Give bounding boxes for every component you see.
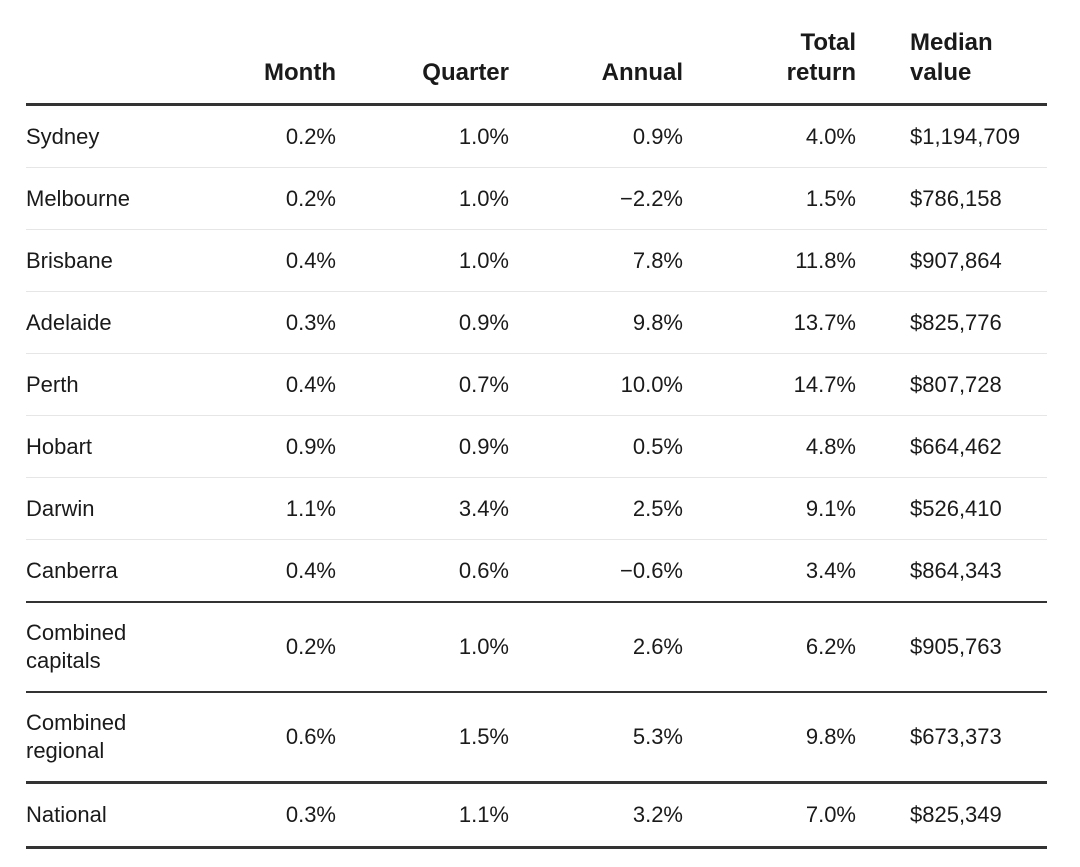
table-body: Sydney 0.2% 1.0% 0.9% 4.0% $1,194,709 Melbourn…: [26, 104, 1047, 849]
table-row: Combined capitals 0.2% 1.0% 2.6% 6.2% $905,76…: [26, 602, 1047, 693]
cell-median-value: $1,194,709: [856, 104, 1047, 168]
header-total-return-label: Total return: [786, 29, 856, 86]
cell-quarter: 3.4%: [336, 477, 509, 540]
cell-quarter: 1.0%: [336, 229, 509, 292]
cell-annual: 0.9%: [509, 104, 683, 168]
cell-region: Brisbane: [26, 229, 186, 292]
cell-total-return: 3.4%: [683, 539, 856, 603]
table-row: Adelaide 0.3% 0.9% 9.8% 13.7% $825,776: [26, 291, 1047, 354]
cell-total-return: 14.7%: [683, 353, 856, 416]
cell-median-value: $825,349: [856, 782, 1047, 849]
table-row: Combined regional 0.6% 1.5% 5.3% 9.8% $673,37…: [26, 692, 1047, 784]
cell-median-value: $664,462: [856, 415, 1047, 478]
header-row: Month Quarter Annual Total return Median…: [26, 0, 1047, 106]
cell-annual: 2.5%: [509, 477, 683, 540]
cell-month: 1.1%: [186, 477, 336, 540]
cell-month: 0.2%: [186, 602, 336, 693]
cell-annual: 3.2%: [509, 782, 683, 849]
cell-median-value: $526,410: [856, 477, 1047, 540]
cell-annual: −0.6%: [509, 539, 683, 603]
cell-median-value: $807,728: [856, 353, 1047, 416]
cell-month: 0.4%: [186, 229, 336, 292]
table-row: Melbourne 0.2% 1.0% −2.2% 1.5% $786,158: [26, 167, 1047, 230]
cell-month: 0.2%: [186, 167, 336, 230]
cell-median-value: $905,763: [856, 602, 1047, 693]
header-month: Month: [186, 0, 336, 106]
cell-median-value: $864,343: [856, 539, 1047, 603]
cell-region: Sydney: [26, 104, 186, 168]
cell-annual: 5.3%: [509, 692, 683, 784]
cell-quarter: 1.0%: [336, 104, 509, 168]
cell-quarter: 0.9%: [336, 415, 509, 478]
cell-annual: −2.2%: [509, 167, 683, 230]
cell-region: National: [26, 782, 186, 849]
cell-quarter: 1.0%: [336, 602, 509, 693]
header-median-value-label: Median value: [910, 29, 993, 86]
cell-region: Combined capitals: [26, 602, 186, 693]
table-row: Perth 0.4% 0.7% 10.0% 14.7% $807,728: [26, 353, 1047, 416]
cell-annual: 7.8%: [509, 229, 683, 292]
table-header: Month Quarter Annual Total return Median…: [26, 0, 1047, 106]
cell-total-return: 9.8%: [683, 692, 856, 784]
cell-month: 0.2%: [186, 104, 336, 168]
cell-quarter: 1.5%: [336, 692, 509, 784]
cell-quarter: 0.9%: [336, 291, 509, 354]
cell-total-return: 6.2%: [683, 602, 856, 693]
header-annual: Annual: [509, 0, 683, 106]
cell-annual: 0.5%: [509, 415, 683, 478]
cell-region: Hobart: [26, 415, 186, 478]
table-row: National 0.3% 1.1% 3.2% 7.0% $825,349: [26, 782, 1047, 849]
cell-month: 0.3%: [186, 291, 336, 354]
cell-quarter: 0.7%: [336, 353, 509, 416]
cell-quarter: 0.6%: [336, 539, 509, 603]
cell-total-return: 11.8%: [683, 229, 856, 292]
cell-month: 0.4%: [186, 353, 336, 416]
cell-annual: 2.6%: [509, 602, 683, 693]
cell-region: Combined regional: [26, 692, 186, 784]
table-row: Canberra 0.4% 0.6% −0.6% 3.4% $864,343: [26, 539, 1047, 603]
cell-month: 0.6%: [186, 692, 336, 784]
data-table-container: Month Quarter Annual Total return Median…: [26, 0, 1047, 849]
housing-values-table: Month Quarter Annual Total return Median…: [26, 0, 1047, 849]
table-row: Sydney 0.2% 1.0% 0.9% 4.0% $1,194,709: [26, 104, 1047, 168]
cell-quarter: 1.0%: [336, 167, 509, 230]
cell-total-return: 9.1%: [683, 477, 856, 540]
cell-total-return: 4.0%: [683, 104, 856, 168]
cell-month: 0.9%: [186, 415, 336, 478]
header-total-return: Total return: [683, 0, 856, 106]
table-row: Hobart 0.9% 0.9% 0.5% 4.8% $664,462: [26, 415, 1047, 478]
cell-month: 0.3%: [186, 782, 336, 849]
cell-median-value: $786,158: [856, 167, 1047, 230]
cell-total-return: 13.7%: [683, 291, 856, 354]
table-row: Darwin 1.1% 3.4% 2.5% 9.1% $526,410: [26, 477, 1047, 540]
cell-median-value: $825,776: [856, 291, 1047, 354]
cell-annual: 10.0%: [509, 353, 683, 416]
header-median-value: Median value: [856, 0, 1047, 106]
cell-region: Adelaide: [26, 291, 186, 354]
table-row: Brisbane 0.4% 1.0% 7.8% 11.8% $907,864: [26, 229, 1047, 292]
cell-region: Melbourne: [26, 167, 186, 230]
cell-total-return: 4.8%: [683, 415, 856, 478]
cell-region: Canberra: [26, 539, 186, 603]
cell-total-return: 1.5%: [683, 167, 856, 230]
cell-region: Darwin: [26, 477, 186, 540]
header-quarter: Quarter: [336, 0, 509, 106]
cell-total-return: 7.0%: [683, 782, 856, 849]
cell-quarter: 1.1%: [336, 782, 509, 849]
cell-median-value: $673,373: [856, 692, 1047, 784]
cell-median-value: $907,864: [856, 229, 1047, 292]
cell-month: 0.4%: [186, 539, 336, 603]
cell-annual: 9.8%: [509, 291, 683, 354]
cell-region: Perth: [26, 353, 186, 416]
header-region: [26, 0, 186, 106]
